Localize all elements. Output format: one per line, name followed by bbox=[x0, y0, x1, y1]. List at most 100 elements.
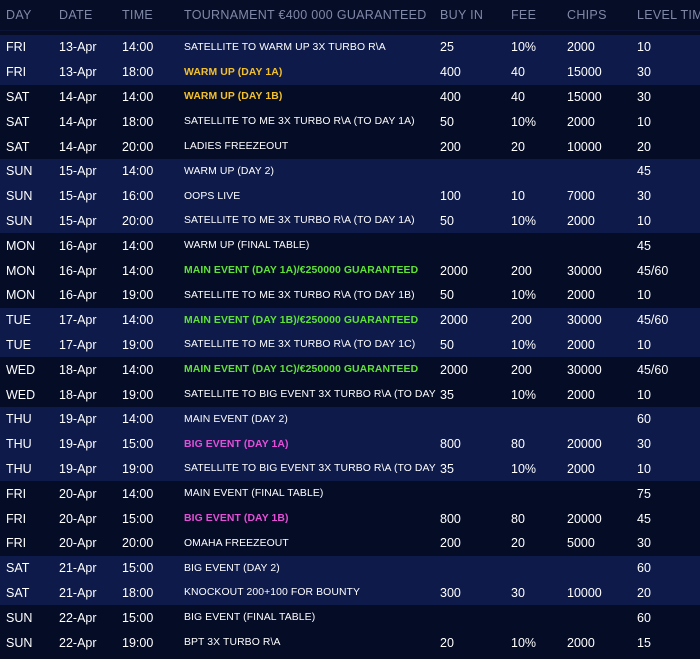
cell-date: 17-Apr bbox=[59, 337, 97, 352]
schedule-body: FRI 13-Apr 14:00 SATELLITE TO WARM UP 3X TU… bbox=[0, 35, 700, 655]
cell-level-time: 30 bbox=[637, 437, 651, 452]
cell-fee: 10% bbox=[511, 213, 537, 228]
cell-time: 19:00 bbox=[122, 288, 154, 303]
cell-level-time: 30 bbox=[637, 189, 651, 204]
cell-chips: 20000 bbox=[567, 511, 602, 526]
cell-fee: 10% bbox=[511, 40, 537, 55]
cell-tournament: OOPS LIVE bbox=[184, 190, 241, 202]
cell-time: 15:00 bbox=[122, 610, 154, 625]
cell-buy-in: 35 bbox=[440, 461, 454, 476]
cell-time: 14:00 bbox=[122, 89, 154, 104]
table-row: THU 19-Apr 19:00 SATELLITE TO BIG EVENT 3X … bbox=[0, 456, 700, 482]
cell-day: SUN bbox=[6, 635, 33, 650]
cell-date: 21-Apr bbox=[59, 561, 97, 576]
cell-day: SUN bbox=[6, 164, 33, 179]
cell-chips: 2000 bbox=[567, 213, 595, 228]
cell-level-time: 45/60 bbox=[637, 263, 669, 278]
cell-fee: 20 bbox=[511, 139, 525, 154]
cell-fee: 20 bbox=[511, 536, 525, 551]
cell-time: 19:00 bbox=[122, 387, 154, 402]
cell-time: 14:00 bbox=[122, 40, 154, 55]
table-row: THU 19-Apr 15:00 BIG EVENT (DAY 1A) 800 80 200… bbox=[0, 431, 700, 457]
cell-tournament: BIG EVENT (DAY 1A) bbox=[184, 438, 289, 450]
cell-fee: 10% bbox=[511, 635, 537, 650]
cell-buy-in: 50 bbox=[440, 114, 454, 129]
header-buy-in: BUY IN bbox=[440, 8, 484, 22]
cell-date: 15-Apr bbox=[59, 164, 97, 179]
cell-level-time: 45 bbox=[637, 164, 651, 179]
cell-level-time: 45 bbox=[637, 238, 651, 253]
cell-level-time: 60 bbox=[637, 610, 651, 625]
cell-time: 14:00 bbox=[122, 486, 154, 501]
cell-level-time: 15 bbox=[637, 635, 651, 650]
cell-date: 19-Apr bbox=[59, 437, 97, 452]
cell-level-time: 30 bbox=[637, 536, 651, 551]
cell-buy-in: 800 bbox=[440, 511, 461, 526]
cell-level-time: 10 bbox=[637, 387, 651, 402]
table-row: SAT 14-Apr 20:00 LADIES FREEZEOUT 200 20 10000… bbox=[0, 134, 700, 159]
cell-fee: 80 bbox=[511, 437, 525, 452]
cell-buy-in: 20 bbox=[440, 635, 454, 650]
cell-tournament: WARM UP (FINAL TABLE) bbox=[184, 240, 310, 252]
cell-buy-in: 50 bbox=[440, 288, 454, 303]
cell-date: 17-Apr bbox=[59, 313, 97, 328]
cell-date: 19-Apr bbox=[59, 461, 97, 476]
cell-time: 15:00 bbox=[122, 561, 154, 576]
cell-time: 18:00 bbox=[122, 114, 154, 129]
cell-tournament: BIG EVENT (DAY 1B) bbox=[184, 513, 289, 525]
cell-day: FRI bbox=[6, 511, 27, 526]
cell-day: SAT bbox=[6, 114, 30, 129]
cell-buy-in: 50 bbox=[440, 337, 454, 352]
cell-tournament: MAIN EVENT (DAY 2) bbox=[184, 413, 288, 425]
table-row: WED 18-Apr 19:00 SATELLITE TO BIG EVENT 3X … bbox=[0, 382, 700, 407]
cell-tournament: OMAHA FREEZEOUT bbox=[184, 537, 289, 549]
cell-level-time: 30 bbox=[637, 89, 651, 104]
cell-tournament: KNOCKOUT 200+100 FOR BOUNTY bbox=[184, 587, 361, 599]
cell-date: 20-Apr bbox=[59, 486, 97, 501]
cell-fee: 10% bbox=[511, 337, 537, 352]
cell-time: 14:00 bbox=[122, 238, 154, 253]
cell-time: 14:00 bbox=[122, 412, 154, 427]
cell-day: WED bbox=[6, 362, 36, 377]
cell-level-time: 20 bbox=[637, 139, 651, 154]
schedule-header: DAY DATE TIME TOURNAMENT €400 000 GUARAN… bbox=[0, 0, 700, 31]
cell-day: FRI bbox=[6, 486, 27, 501]
cell-day: THU bbox=[6, 437, 32, 452]
cell-date: 14-Apr bbox=[59, 114, 97, 129]
cell-time: 19:00 bbox=[122, 337, 154, 352]
table-row: FRI 20-Apr 15:00 BIG EVENT (DAY 1B) 800 80 200… bbox=[0, 506, 700, 531]
table-row: FRI 20-Apr 20:00 OMAHA FREEZEOUT 200 20 5000 30 bbox=[0, 530, 700, 556]
cell-tournament: MAIN EVENT (DAY 1C)/€250000 GUARANTEED bbox=[184, 364, 419, 376]
header-time: TIME bbox=[122, 8, 154, 22]
cell-chips: 15000 bbox=[567, 89, 602, 104]
cell-day: MON bbox=[6, 288, 36, 303]
cell-level-time: 30 bbox=[637, 65, 651, 80]
cell-date: 20-Apr bbox=[59, 511, 97, 526]
cell-tournament: BPT 3X TURBO R\A bbox=[184, 637, 281, 649]
cell-fee: 200 bbox=[511, 362, 532, 377]
cell-buy-in: 2000 bbox=[440, 362, 468, 377]
cell-time: 16:00 bbox=[122, 189, 154, 204]
cell-level-time: 45/60 bbox=[637, 313, 669, 328]
header-chips: CHIPS bbox=[567, 8, 607, 22]
cell-chips: 2000 bbox=[567, 114, 595, 129]
cell-day: FRI bbox=[6, 65, 27, 80]
cell-chips: 2000 bbox=[567, 461, 595, 476]
cell-day: SAT bbox=[6, 585, 30, 600]
header-level-time: LEVEL TIME bbox=[637, 8, 700, 22]
cell-tournament: SATELLITE TO ME 3X TURBO R\A (TO DAY 1B) bbox=[184, 289, 415, 301]
cell-level-time: 10 bbox=[637, 40, 651, 55]
cell-buy-in: 400 bbox=[440, 65, 461, 80]
cell-date: 21-Apr bbox=[59, 585, 97, 600]
header-fee: FEE bbox=[511, 8, 537, 22]
cell-tournament: SATELLITE TO BIG EVENT 3X TURBO R\A (TO … bbox=[184, 389, 436, 401]
table-row: SAT 21-Apr 15:00 BIG EVENT (DAY 2) 60 bbox=[0, 555, 700, 581]
cell-buy-in: 50 bbox=[440, 213, 454, 228]
cell-date: 14-Apr bbox=[59, 89, 97, 104]
cell-date: 22-Apr bbox=[59, 610, 97, 625]
cell-chips: 7000 bbox=[567, 189, 595, 204]
cell-chips: 10000 bbox=[567, 585, 602, 600]
cell-buy-in: 300 bbox=[440, 585, 461, 600]
cell-tournament: BIG EVENT (DAY 2) bbox=[184, 562, 280, 574]
cell-tournament: SATELLITE TO WARM UP 3X TURBO R\A bbox=[184, 41, 386, 53]
